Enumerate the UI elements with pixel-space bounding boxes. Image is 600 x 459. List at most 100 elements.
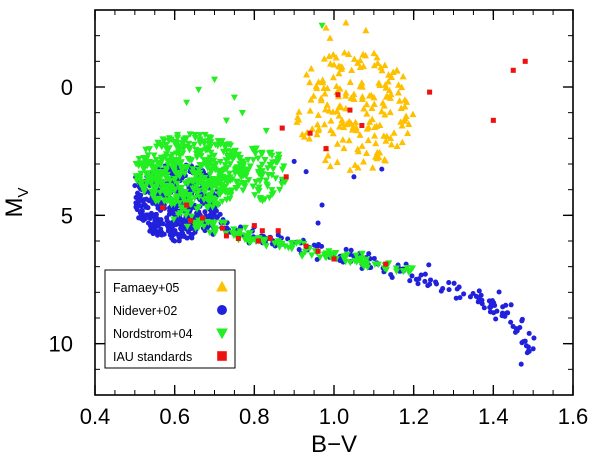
data-point xyxy=(303,169,309,175)
data-point xyxy=(335,103,343,110)
data-point xyxy=(231,170,239,178)
data-point xyxy=(329,50,337,58)
data-point xyxy=(213,183,221,191)
data-point xyxy=(246,230,254,237)
data-point xyxy=(358,79,366,86)
data-point xyxy=(407,267,415,275)
data-point xyxy=(250,236,258,243)
data-point xyxy=(327,126,335,134)
data-point xyxy=(308,125,316,132)
data-point xyxy=(195,86,203,94)
data-point xyxy=(188,201,196,208)
data-point xyxy=(133,203,139,209)
data-point xyxy=(249,183,257,191)
data-point xyxy=(158,226,164,232)
data-point xyxy=(235,235,241,241)
data-point xyxy=(319,202,325,208)
data-point xyxy=(181,180,189,187)
data-point xyxy=(224,155,232,162)
data-point xyxy=(313,130,321,138)
data-point xyxy=(163,185,171,192)
data-point xyxy=(206,229,214,237)
data-point xyxy=(371,132,379,139)
data-point xyxy=(168,199,176,207)
data-point xyxy=(360,104,368,112)
data-point xyxy=(185,146,194,154)
ticks-layer: 0.4 0.6 0.8 1.0 1.2 1.4 1.6 0 5 10 xyxy=(49,9,588,429)
data-point xyxy=(176,161,184,168)
data-point xyxy=(370,61,378,69)
data-point xyxy=(211,162,219,170)
data-point xyxy=(333,82,341,90)
data-point xyxy=(363,100,371,108)
data-point xyxy=(392,265,400,273)
data-point xyxy=(359,122,365,129)
data-point xyxy=(352,118,360,126)
data-point xyxy=(354,145,362,153)
data-point xyxy=(287,240,295,247)
data-point xyxy=(200,183,208,191)
data-point xyxy=(320,55,328,62)
data-point xyxy=(132,173,140,180)
data-point xyxy=(217,219,225,227)
data-point xyxy=(335,69,343,77)
data-point xyxy=(402,112,410,119)
x-tick-label: 0.4 xyxy=(80,404,111,429)
x-tick-label: 1.0 xyxy=(319,404,350,429)
x-axis-title: B−V xyxy=(311,431,357,458)
data-point xyxy=(404,129,412,137)
data-point xyxy=(364,136,372,144)
data-point xyxy=(275,228,281,234)
data-point xyxy=(241,224,249,232)
data-point xyxy=(358,83,366,90)
data-point xyxy=(232,166,240,173)
data-point xyxy=(368,115,376,123)
data-point xyxy=(236,172,244,179)
data-point xyxy=(241,180,249,187)
data-point xyxy=(393,67,401,74)
data-point xyxy=(200,223,208,231)
data-point xyxy=(310,92,318,99)
data-point xyxy=(333,158,341,166)
data-point xyxy=(344,119,352,126)
data-point xyxy=(170,216,178,223)
y-tick-label: 10 xyxy=(49,332,73,357)
data-point xyxy=(374,59,382,66)
data-point xyxy=(196,147,204,155)
data-point xyxy=(346,78,354,86)
data-point xyxy=(382,137,390,144)
data-point xyxy=(175,143,183,150)
data-point xyxy=(413,276,419,282)
data-point xyxy=(191,221,199,228)
data-point xyxy=(522,338,528,344)
data-point xyxy=(418,272,424,278)
data-point xyxy=(409,273,415,279)
data-point xyxy=(223,190,231,197)
data-point xyxy=(345,136,353,144)
data-point xyxy=(230,232,238,239)
data-point xyxy=(295,108,303,115)
data-point xyxy=(394,88,402,96)
data-point xyxy=(154,140,162,147)
data-point xyxy=(255,238,261,244)
data-point xyxy=(384,78,392,85)
data-point xyxy=(351,174,357,180)
data-point xyxy=(313,120,321,128)
data-point xyxy=(378,66,386,74)
data-point xyxy=(340,255,348,262)
data-point xyxy=(348,247,354,253)
data-point xyxy=(141,161,149,169)
data-point xyxy=(531,335,537,341)
data-point xyxy=(146,198,152,204)
data-point xyxy=(205,223,211,229)
data-point xyxy=(390,129,398,136)
data-point xyxy=(191,134,199,142)
data-point xyxy=(175,147,183,154)
data-point xyxy=(291,158,297,164)
data-point xyxy=(267,235,273,241)
data-point xyxy=(369,164,377,171)
data-point xyxy=(324,152,332,159)
data-point xyxy=(179,196,187,203)
series-iau-standards xyxy=(160,58,528,267)
data-point xyxy=(338,65,346,72)
